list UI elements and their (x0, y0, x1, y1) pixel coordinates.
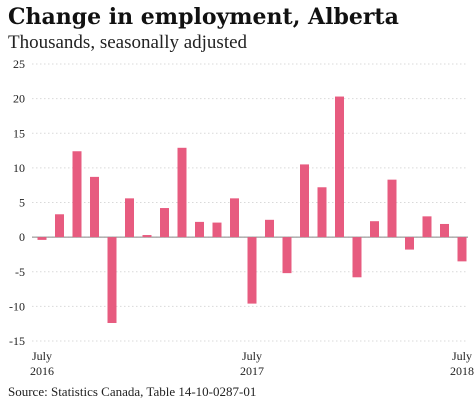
bar (90, 176, 99, 238)
bar (370, 221, 379, 238)
y-tick-label: -15 (9, 334, 25, 348)
bar (125, 198, 134, 238)
bar (142, 235, 152, 238)
bar (352, 237, 362, 278)
y-tick-label: 25 (13, 57, 25, 71)
bar (37, 237, 47, 240)
bar (265, 219, 274, 238)
bar (230, 198, 239, 238)
bar (55, 214, 64, 238)
bar (405, 237, 414, 250)
bar (212, 222, 222, 238)
chart-subtitle: Thousands, seasonally adjusted (8, 32, 248, 53)
y-tick-label: 5 (19, 196, 25, 210)
x-tick-label-month: July (452, 349, 472, 363)
x-tick-label-month: July (32, 349, 52, 363)
y-tick-label: 10 (13, 161, 25, 175)
bar (72, 151, 82, 238)
bar (107, 237, 117, 323)
x-tick-label-year: 2016 (30, 364, 54, 378)
source-note: Source: Statistics Canada, Table 14-10-0… (8, 384, 257, 399)
y-tick-label: 0 (19, 230, 25, 244)
x-tick-label-year: 2017 (240, 364, 264, 378)
bar (195, 221, 204, 238)
bar (247, 237, 257, 304)
x-tick-label-year: 2018 (450, 364, 474, 378)
bar (387, 179, 397, 238)
bar (422, 216, 432, 238)
y-tick-label: -10 (9, 299, 25, 313)
chart-title: Change in employment, Alberta (8, 4, 399, 30)
x-tick-label-month: July (242, 349, 262, 363)
bar (177, 147, 187, 238)
y-tick-label: 15 (13, 126, 25, 140)
bar (335, 96, 344, 238)
bar (282, 237, 292, 274)
bar (317, 187, 327, 238)
bar (440, 223, 449, 238)
bar (300, 164, 309, 238)
bar (160, 208, 169, 238)
bar (457, 237, 467, 262)
y-tick-label: -5 (15, 265, 25, 279)
bar-chart: -15-10-50510152025July2016July2017July20… (9, 57, 474, 378)
y-tick-label: 20 (13, 92, 25, 106)
